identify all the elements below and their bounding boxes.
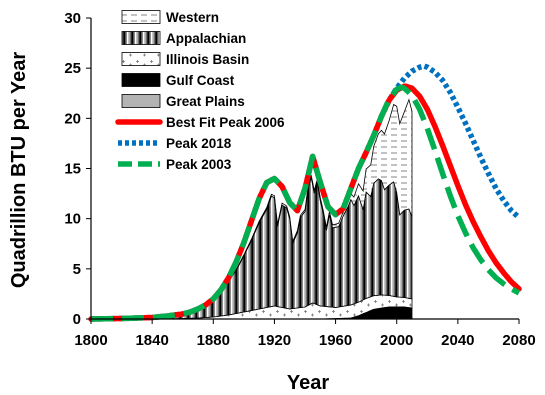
legend-swatch-western bbox=[121, 10, 161, 24]
y-tick-label-20: 20 bbox=[64, 110, 81, 127]
y-tick-label-10: 10 bbox=[64, 211, 81, 228]
legend-label-western: Western bbox=[166, 10, 219, 25]
legend-label-peak-2003: Peak 2003 bbox=[166, 157, 232, 172]
x-tick-label-1840: 1840 bbox=[135, 332, 168, 349]
legend-swatch-great-plains bbox=[121, 94, 161, 108]
line-peak-2003 bbox=[90, 84, 521, 322]
legend-label-best-fit-peak-2006: Best Fit Peak 2006 bbox=[166, 115, 285, 130]
legend-item-great-plains: Great Plains bbox=[121, 94, 245, 109]
legend-item-best-fit-peak-2006: Best Fit Peak 2006 bbox=[115, 115, 285, 130]
y-axis-title: Quadrillion BTU per Year bbox=[8, 52, 30, 289]
x-axis-title: Year bbox=[287, 372, 329, 394]
legend-item-illinois-basin: Illinois Basin bbox=[121, 52, 249, 67]
y-tick-label-5: 5 bbox=[73, 261, 81, 278]
x-tick-label-1960: 1960 bbox=[319, 332, 352, 349]
x-tick-label-2040: 2040 bbox=[441, 332, 474, 349]
legend-swatch-gulf-coast bbox=[121, 73, 161, 87]
legend-label-peak-2018: Peak 2018 bbox=[166, 136, 232, 151]
legend-label-gulf-coast: Gulf Coast bbox=[166, 73, 235, 88]
legend-item-peak-2003: Peak 2003 bbox=[118, 157, 232, 172]
legend-swatch-appalachian bbox=[121, 31, 161, 45]
y-tick-label-0: 0 bbox=[73, 311, 81, 328]
x-tick-label-1880: 1880 bbox=[197, 332, 230, 349]
legend-item-peak-2018: Peak 2018 bbox=[118, 136, 232, 151]
legend-item-western: Western bbox=[121, 10, 219, 25]
y-tick-label-25: 25 bbox=[64, 60, 81, 77]
x-tick-label-2080: 2080 bbox=[502, 332, 535, 349]
x-tick-label-1920: 1920 bbox=[258, 332, 291, 349]
legend-item-appalachian: Appalachian bbox=[121, 31, 246, 46]
legend-label-appalachian: Appalachian bbox=[166, 31, 246, 46]
x-tick-label-1800: 1800 bbox=[74, 332, 107, 349]
legend-label-great-plains: Great Plains bbox=[166, 94, 245, 109]
legend-item-gulf-coast: Gulf Coast bbox=[121, 73, 235, 88]
legend-label-illinois-basin: Illinois Basin bbox=[166, 52, 249, 67]
y-tick-label-15: 15 bbox=[64, 161, 81, 178]
y-tick-label-30: 30 bbox=[64, 10, 81, 27]
legend-swatch-illinois-basin bbox=[121, 52, 161, 66]
x-tick-label-2000: 2000 bbox=[380, 332, 413, 349]
